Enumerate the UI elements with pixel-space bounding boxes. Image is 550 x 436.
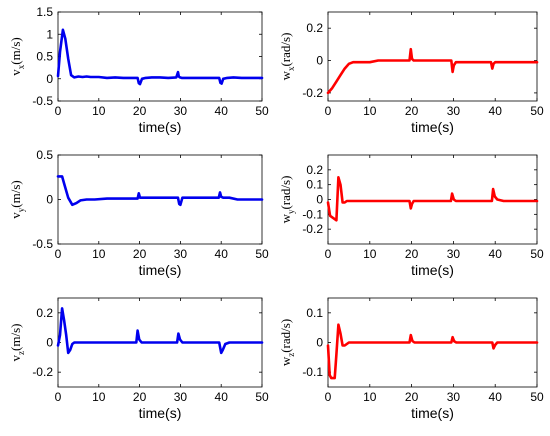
y-tick-label: 1: [46, 27, 53, 41]
y-tick-label: -0.2: [302, 86, 323, 100]
y-tick-label: 0: [46, 336, 53, 350]
series-line: [56, 175, 264, 207]
x-axis-label: time(s): [411, 262, 454, 278]
x-tick-label: 10: [363, 247, 377, 261]
series-line: [326, 176, 539, 222]
x-tick-label: 30: [447, 247, 461, 261]
series-line: [326, 323, 539, 380]
y-axis-label: wy(rad/s): [278, 176, 296, 224]
x-tick-label: 20: [405, 104, 419, 118]
y-tick-label: 1.5: [36, 5, 53, 19]
series-line: [326, 47, 539, 95]
y-tick-label: 0.5: [36, 50, 53, 64]
x-tick-label: 50: [255, 390, 269, 404]
x-tick-label: 20: [133, 390, 147, 404]
x-tick-label: 30: [447, 104, 461, 118]
y-tick-label: -0.2: [32, 365, 53, 379]
x-tick-label: 30: [447, 390, 461, 404]
x-tick-label: 30: [174, 104, 188, 118]
plot-frame: [57, 11, 263, 102]
x-axis-label: time(s): [411, 405, 454, 421]
x-axis-label: time(s): [411, 119, 454, 135]
x-axis-label: time(s): [139, 405, 182, 421]
y-tick-label: 0: [46, 72, 53, 86]
x-tick-label: 40: [215, 104, 229, 118]
y-axis-label: vz(m/s): [8, 324, 26, 362]
x-axis-label: time(s): [139, 119, 182, 135]
x-tick-label: 0: [325, 390, 332, 404]
x-tick-label: 20: [133, 104, 147, 118]
x-tick-label: 40: [215, 390, 229, 404]
x-tick-label: 0: [325, 104, 332, 118]
x-tick-label: 50: [530, 104, 544, 118]
x-tick-label: 40: [489, 104, 503, 118]
y-tick-label: 0: [316, 336, 323, 350]
plot-frame: [327, 154, 538, 245]
x-tick-label: 50: [530, 247, 544, 261]
series-line: [56, 28, 264, 86]
x-tick-label: 10: [92, 104, 106, 118]
x-tick-label: 50: [530, 390, 544, 404]
x-tick-label: 30: [174, 247, 188, 261]
x-tick-label: 40: [215, 247, 229, 261]
x-axis-label: time(s): [139, 262, 182, 278]
chart-panel-3: 0 10 20 30 40 50-0.2-0.100.10.2time(s)wy(rad/…: [278, 154, 544, 278]
x-tick-label: 50: [255, 247, 269, 261]
x-tick-label: 20: [405, 390, 419, 404]
y-tick-label: -0.1: [302, 365, 323, 379]
x-tick-label: 0: [55, 104, 62, 118]
y-tick-label: 0.1: [306, 178, 323, 192]
y-axis-label: vx(m/s): [8, 37, 26, 75]
x-tick-label: 50: [255, 104, 269, 118]
x-tick-label: 10: [363, 390, 377, 404]
series-line: [56, 307, 264, 355]
y-tick-label: 0: [46, 193, 53, 207]
y-tick-label: -0.2: [302, 222, 323, 236]
y-tick-label: 0.2: [306, 21, 323, 35]
y-tick-label: -0.5: [32, 237, 53, 251]
plot-frame: [327, 11, 538, 102]
x-tick-label: 0: [55, 247, 62, 261]
x-tick-label: 10: [92, 390, 106, 404]
y-tick-label: 0.1: [306, 306, 323, 320]
x-tick-label: 10: [92, 247, 106, 261]
x-tick-label: 30: [174, 390, 188, 404]
y-tick-label: 0: [316, 54, 323, 68]
y-tick-label: 0.5: [36, 148, 53, 162]
x-tick-label: 20: [133, 247, 147, 261]
y-tick-label: -0.1: [302, 207, 323, 221]
x-tick-label: 10: [363, 104, 377, 118]
x-tick-label: 40: [489, 247, 503, 261]
y-axis-label: vy(m/s): [8, 180, 26, 218]
x-tick-label: 40: [489, 390, 503, 404]
y-axis-label: wx(rad/s): [278, 33, 296, 81]
y-tick-label: -0.5: [32, 94, 53, 108]
y-tick-label: 0.2: [36, 306, 53, 320]
y-tick-label: 0.2: [306, 163, 323, 177]
x-tick-label: 0: [55, 390, 62, 404]
x-tick-label: 0: [325, 247, 332, 261]
x-tick-label: 20: [405, 247, 419, 261]
y-tick-label: 0: [316, 193, 323, 207]
y-axis-label: wz(rad/s): [278, 319, 296, 366]
